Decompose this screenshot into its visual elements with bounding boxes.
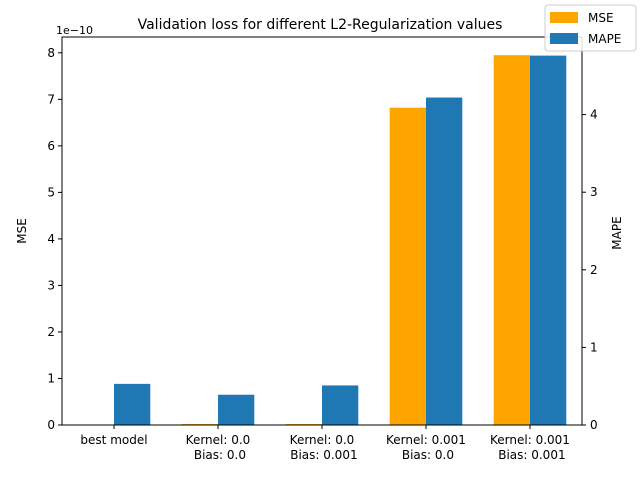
y-left-axis-label: MSE [15, 218, 29, 244]
y-right-ticks: 0 1 2 3 4 [582, 108, 598, 432]
y-left-tick-label: 1 [47, 371, 55, 385]
y-right-tick-label: 0 [590, 418, 598, 432]
y-left-tick-label: 5 [47, 185, 55, 199]
bar-mse [389, 107, 426, 425]
y-left-tick-label: 6 [47, 139, 55, 153]
bar-mape [114, 383, 151, 425]
y-right-tick-label: 3 [590, 185, 598, 199]
y-left-tick-label: 3 [47, 278, 55, 292]
bar-mape [530, 55, 567, 426]
bar-mape [322, 385, 359, 425]
bar-mape [218, 394, 255, 425]
y-left-tick-label: 7 [47, 92, 55, 106]
y-right-axis-label: MAPE [610, 216, 624, 249]
legend-swatch-mse [550, 12, 578, 23]
x-tick-label: best model [80, 433, 147, 447]
x-ticks: best model Kernel: 0.0 Bias: 0.0 Kernel: 0… [80, 425, 570, 462]
y-left-offset-text: 1e−10 [56, 24, 93, 37]
legend-swatch-mape [550, 33, 578, 44]
y-left-tick-label: 2 [47, 325, 55, 339]
bars-group [114, 55, 567, 426]
y-right-tick-label: 2 [590, 263, 598, 277]
x-tick-label: Kernel: 0.0 Bias: 0.0 [186, 433, 251, 462]
bar-mape [426, 97, 463, 425]
bar-mse [493, 55, 530, 425]
y-left-tick-label: 0 [47, 418, 55, 432]
y-right-tick-label: 4 [590, 108, 598, 122]
chart-title: Validation loss for different L2-Regular… [138, 17, 503, 33]
x-tick-label: Kernel: 0.0 Bias: 0.001 [286, 433, 357, 462]
x-tick-label: Kernel: 0.001 Bias: 0.001 [490, 433, 570, 462]
plot-frame [61, 36, 583, 426]
legend-label-mape: MAPE [588, 32, 621, 46]
y-left-ticks: 0 1 2 3 4 5 6 7 8 [47, 46, 62, 432]
legend-label-mse: MSE [588, 11, 614, 25]
y-left-tick-label: 4 [47, 232, 55, 246]
x-tick-label: Kernel: 0.001 Bias: 0.0 [386, 433, 466, 462]
legend: MSE MAPE [544, 4, 637, 52]
y-right-tick-label: 1 [590, 340, 598, 354]
y-left-tick-label: 8 [47, 46, 55, 60]
